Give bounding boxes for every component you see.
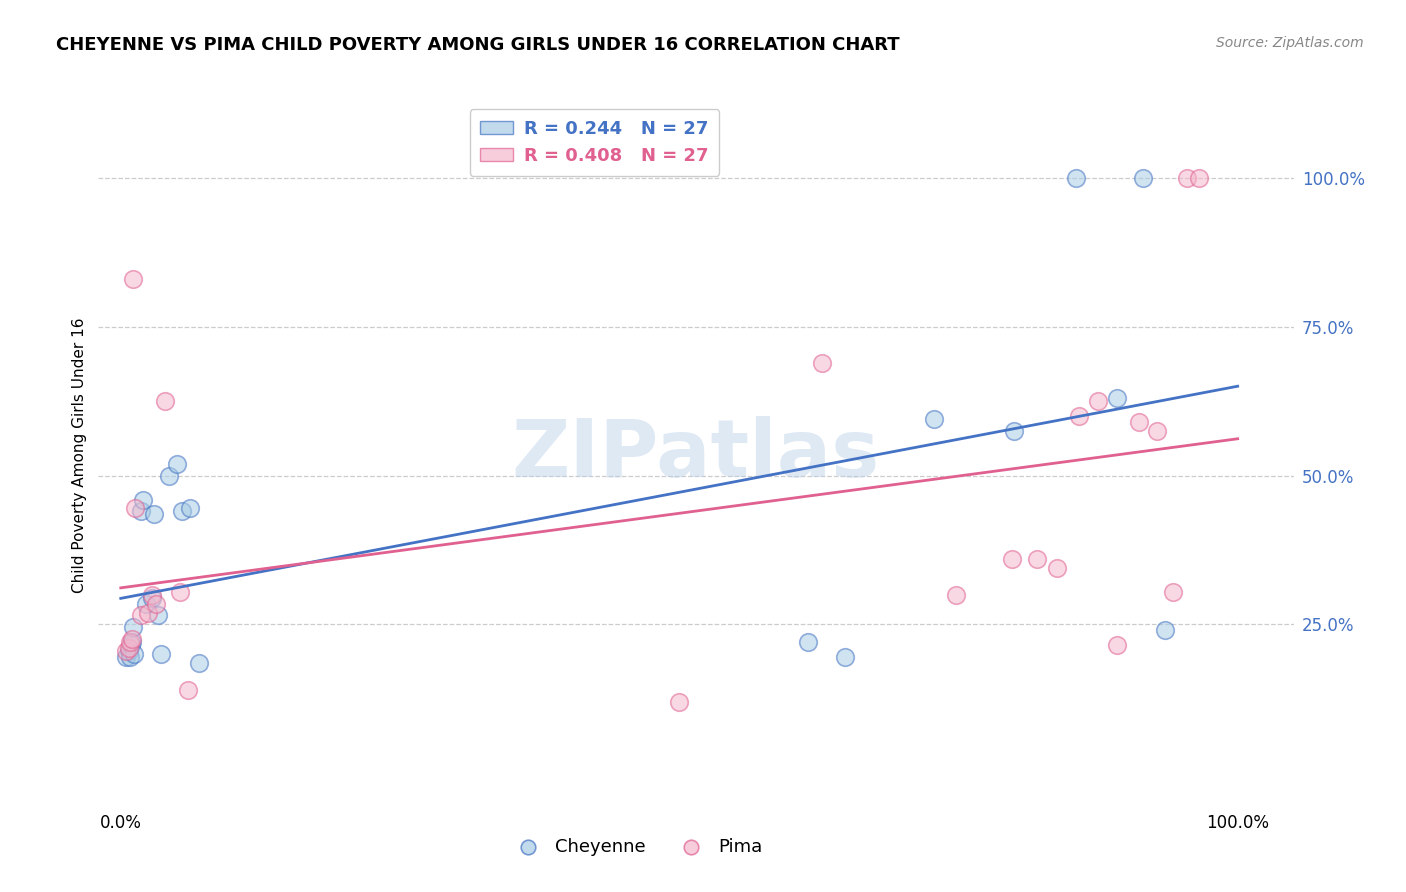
Point	[118, 650, 141, 665]
Point	[945, 588, 967, 602]
Text: CHEYENNE VS PIMA CHILD POVERTY AMONG GIRLS UNDER 16 CORRELATION CHART: CHEYENNE VS PIMA CHILD POVERTY AMONG GIR…	[56, 36, 900, 54]
Point	[155, 394, 177, 409]
Point	[143, 508, 166, 522]
Text: ZIPatlas: ZIPatlas	[512, 416, 880, 494]
Point	[132, 492, 155, 507]
Point	[668, 695, 690, 709]
Point	[146, 608, 169, 623]
Point	[135, 597, 157, 611]
Point	[141, 588, 163, 602]
Point	[1187, 171, 1209, 186]
Point	[922, 412, 945, 426]
Point	[149, 647, 172, 661]
Point	[187, 656, 209, 670]
Point	[122, 272, 145, 286]
Point	[1161, 584, 1184, 599]
Point	[117, 644, 139, 658]
Text: Source: ZipAtlas.com: Source: ZipAtlas.com	[1216, 36, 1364, 50]
Point	[1132, 171, 1154, 186]
Point	[121, 632, 143, 647]
Point	[115, 650, 138, 665]
Point	[121, 635, 143, 649]
Point	[129, 608, 152, 623]
Point	[811, 356, 834, 370]
Point	[834, 650, 856, 665]
Point	[124, 501, 146, 516]
Point	[118, 635, 141, 649]
Point	[169, 584, 191, 599]
Point	[1064, 171, 1087, 186]
Point	[136, 606, 159, 620]
Point	[179, 501, 201, 516]
Point	[1067, 409, 1090, 424]
Point	[120, 638, 142, 652]
Point	[1105, 392, 1128, 406]
Point	[157, 468, 180, 483]
Point	[1046, 561, 1069, 575]
Point	[166, 457, 188, 471]
Point	[141, 591, 163, 605]
Point	[1001, 552, 1024, 566]
Point	[796, 635, 818, 649]
Point	[145, 597, 167, 611]
Point	[1025, 552, 1047, 566]
Point	[172, 504, 194, 518]
Point	[1087, 394, 1109, 409]
Point	[1002, 424, 1025, 438]
Point	[1128, 415, 1150, 429]
Point	[129, 504, 152, 518]
Legend: Cheyenne, Pima: Cheyenne, Pima	[503, 831, 769, 863]
Point	[117, 641, 139, 656]
Point	[1105, 638, 1128, 652]
Point	[1146, 424, 1168, 438]
Point	[122, 620, 145, 634]
Point	[122, 647, 145, 661]
Point	[177, 682, 200, 697]
Point	[1154, 624, 1177, 638]
Point	[115, 644, 138, 658]
Y-axis label: Child Poverty Among Girls Under 16: Child Poverty Among Girls Under 16	[72, 318, 87, 592]
Point	[1177, 171, 1199, 186]
